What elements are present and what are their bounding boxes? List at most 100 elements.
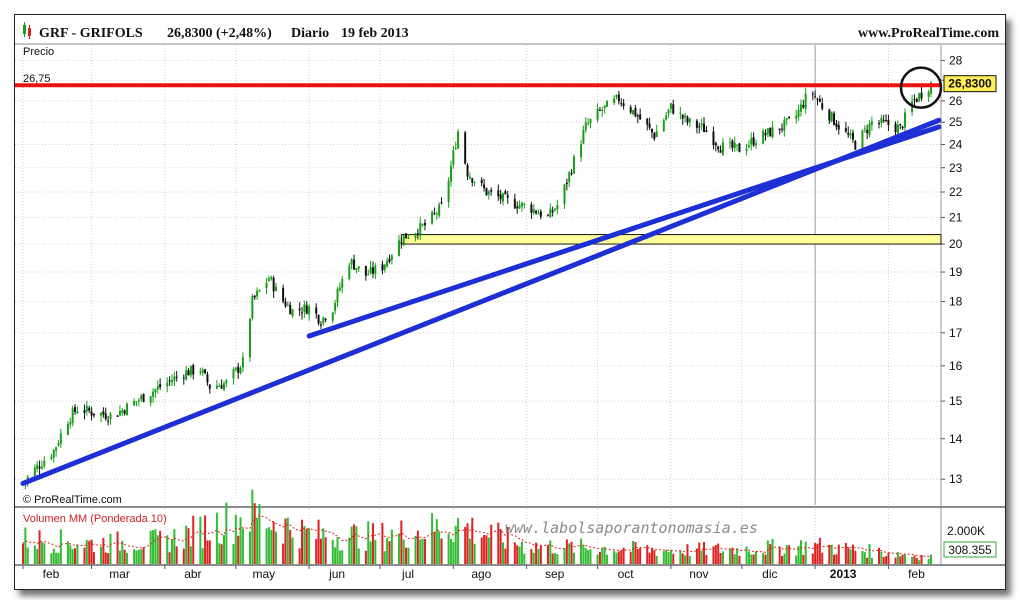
- candle: [620, 98, 623, 107]
- volume-bar: [731, 547, 734, 564]
- volume-bar: [681, 553, 684, 564]
- volume-bar: [816, 543, 819, 564]
- volume-bar: [918, 560, 921, 564]
- volume-bar: [405, 547, 408, 564]
- volume-bar: [383, 551, 386, 564]
- volume-bar: [199, 516, 202, 564]
- price-tick-label: 13: [949, 472, 963, 486]
- candle: [305, 301, 308, 315]
- volume-bar: [646, 545, 649, 564]
- candle: [868, 120, 871, 138]
- volume-bar: [421, 538, 424, 564]
- volume-bar: [849, 549, 852, 564]
- volume-bar: [301, 519, 304, 564]
- volume-bar: [331, 539, 334, 564]
- volume-bar: [582, 544, 585, 564]
- volume-bar: [504, 548, 507, 564]
- candle: [109, 412, 112, 425]
- candle: [698, 122, 701, 134]
- candle: [464, 130, 467, 165]
- volume-bar: [781, 555, 784, 564]
- volume-bar: [222, 535, 225, 564]
- candle: [539, 209, 542, 220]
- candle: [497, 184, 500, 201]
- volume-bar: [490, 524, 493, 564]
- volume-bar: [182, 548, 185, 564]
- volume-bar: [795, 555, 798, 564]
- volume-bar: [903, 554, 906, 564]
- candle: [646, 118, 649, 131]
- candle: [466, 163, 469, 180]
- candle: [336, 286, 339, 308]
- candle: [104, 407, 107, 421]
- volume-bar: [584, 548, 587, 564]
- price-tick-label: 28: [949, 53, 963, 67]
- volume-bar: [861, 551, 864, 564]
- candle: [556, 199, 559, 215]
- candle: [733, 136, 736, 152]
- candle: [414, 232, 417, 242]
- volume-bar: [381, 522, 384, 564]
- volume-bar: [738, 555, 741, 564]
- volume-bar: [400, 520, 403, 564]
- candle: [490, 187, 493, 196]
- candle: [672, 99, 675, 115]
- volume-bar: [885, 556, 888, 564]
- volume-bar: [350, 526, 353, 564]
- volume-bar: [423, 538, 426, 564]
- volume-bar: [530, 548, 533, 564]
- candle: [532, 204, 535, 216]
- price-tick-label: 21: [949, 210, 963, 224]
- volume-bar: [766, 540, 769, 564]
- volume-bar: [135, 550, 138, 564]
- volume-bar: [305, 529, 308, 564]
- candle: [811, 91, 814, 101]
- candle: [745, 143, 748, 156]
- candle: [374, 263, 377, 280]
- volume-bar: [69, 545, 72, 564]
- volume-bar: [166, 535, 169, 564]
- volume-bar: [251, 489, 254, 564]
- volume-bar: [762, 552, 765, 564]
- candle-logo-icon: [23, 22, 31, 39]
- candle: [275, 282, 278, 292]
- volume-bar: [355, 526, 358, 564]
- volume-bar: [107, 553, 110, 564]
- candle: [407, 233, 410, 239]
- candle: [154, 388, 157, 398]
- volume-bar: [719, 553, 722, 564]
- candle: [301, 306, 304, 320]
- volume-bar: [686, 544, 689, 564]
- candle: [364, 265, 367, 281]
- volume-bar: [189, 546, 192, 564]
- candle: [92, 413, 95, 418]
- volume-bar: [483, 534, 486, 564]
- volume-bar: [606, 554, 609, 564]
- candle: [568, 171, 571, 188]
- candle: [584, 117, 587, 133]
- volume-bar: [142, 547, 145, 564]
- candle: [397, 234, 400, 257]
- candle: [717, 145, 720, 153]
- candle: [225, 378, 228, 388]
- candle: [438, 202, 441, 218]
- volume-bar: [187, 528, 190, 564]
- volume-bar: [535, 542, 538, 564]
- last-price-text: 26,8300 (+2,48%): [167, 26, 272, 41]
- candle: [721, 138, 724, 157]
- volume-bar: [563, 548, 566, 564]
- volume-bar: [249, 531, 251, 564]
- candle: [738, 142, 741, 153]
- volume-bar: [882, 556, 885, 564]
- volume-bar: [338, 550, 341, 564]
- volume-bar: [353, 524, 356, 564]
- volume-bar: [308, 528, 311, 564]
- candle: [927, 89, 930, 103]
- candle: [485, 187, 488, 196]
- volume-bar: [341, 550, 344, 564]
- candle: [431, 210, 434, 225]
- candle: [487, 190, 490, 200]
- volume-bar: [324, 537, 327, 564]
- candle: [208, 384, 211, 394]
- volume-bar: [828, 545, 831, 564]
